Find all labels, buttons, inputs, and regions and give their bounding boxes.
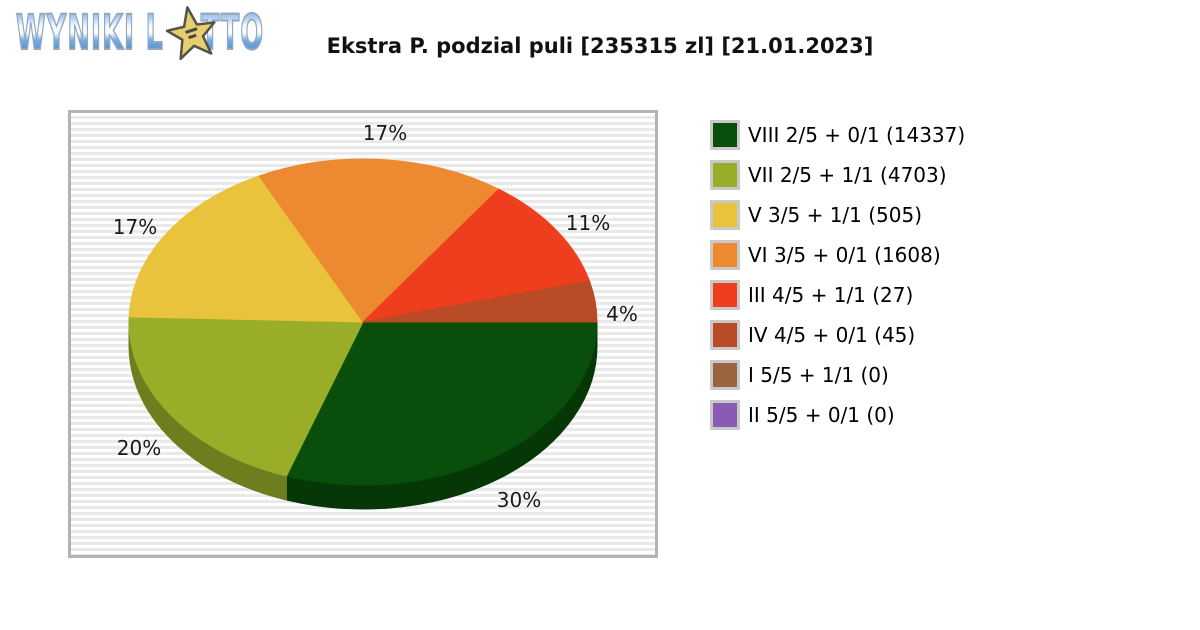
legend-label: VI 3/5 + 0/1 (1608): [748, 243, 941, 267]
legend-label: II 5/5 + 0/1 (0): [748, 403, 895, 427]
legend-row: IV 4/5 + 0/1 (45): [710, 320, 965, 350]
legend-row: VII 2/5 + 1/1 (4703): [710, 160, 965, 190]
chart-panel: 30% 20% 17% 17% 11% 4%: [68, 110, 658, 558]
legend-label: I 5/5 + 1/1 (0): [748, 363, 889, 387]
legend-row: II 5/5 + 0/1 (0): [710, 400, 965, 430]
pie-pct-label: 20%: [116, 436, 162, 460]
wyniki-lotto-logo: WYNIKI L TTO: [15, 4, 276, 64]
star-icon: [165, 6, 216, 61]
legend-label: V 3/5 + 1/1 (505): [748, 203, 923, 227]
chart-title: Ekstra P. podzial puli [235315 zl] [21.0…: [326, 34, 874, 58]
legend-row: VIII 2/5 + 0/1 (14337): [710, 120, 965, 150]
legend-row: I 5/5 + 1/1 (0): [710, 360, 965, 390]
pie-pct-label: 17%: [362, 121, 408, 145]
pie-slice: [362, 188, 590, 323]
legend-label: IV 4/5 + 0/1 (45): [748, 323, 916, 347]
legend-row: V 3/5 + 1/1 (505): [710, 200, 965, 230]
pie-pct-label: 4%: [606, 302, 638, 326]
pie-chart: [128, 158, 598, 510]
legend-swatch: [710, 400, 740, 430]
pie-slice: [285, 321, 598, 486]
legend: VIII 2/5 + 0/1 (14337) VII 2/5 + 1/1 (470…: [710, 120, 965, 440]
logo-letter-l: L: [145, 4, 164, 62]
legend-row: VI 3/5 + 0/1 (1608): [710, 240, 965, 270]
legend-swatch: [710, 200, 740, 230]
pie-slice: [258, 158, 500, 323]
legend-swatch: [710, 320, 740, 350]
legend-label: VIII 2/5 + 0/1 (14337): [748, 123, 966, 147]
pie-slice: [362, 280, 598, 323]
legend-swatch: [710, 120, 740, 150]
legend-swatch: [710, 280, 740, 310]
pie-pct-label: 11%: [565, 211, 611, 235]
pie-pct-label: 30%: [496, 488, 542, 512]
pie-slice: [128, 316, 364, 477]
legend-label: III 4/5 + 1/1 (27): [748, 283, 914, 307]
legend-swatch: [710, 240, 740, 270]
legend-swatch: [710, 360, 740, 390]
logo-word-wyniki: WYNIKI: [15, 4, 136, 62]
pie-slice: [128, 175, 364, 323]
legend-swatch: [710, 160, 740, 190]
pie-pct-label: 17%: [112, 215, 158, 239]
legend-row: III 4/5 + 1/1 (27): [710, 280, 965, 310]
legend-label: VII 2/5 + 1/1 (4703): [748, 163, 947, 187]
